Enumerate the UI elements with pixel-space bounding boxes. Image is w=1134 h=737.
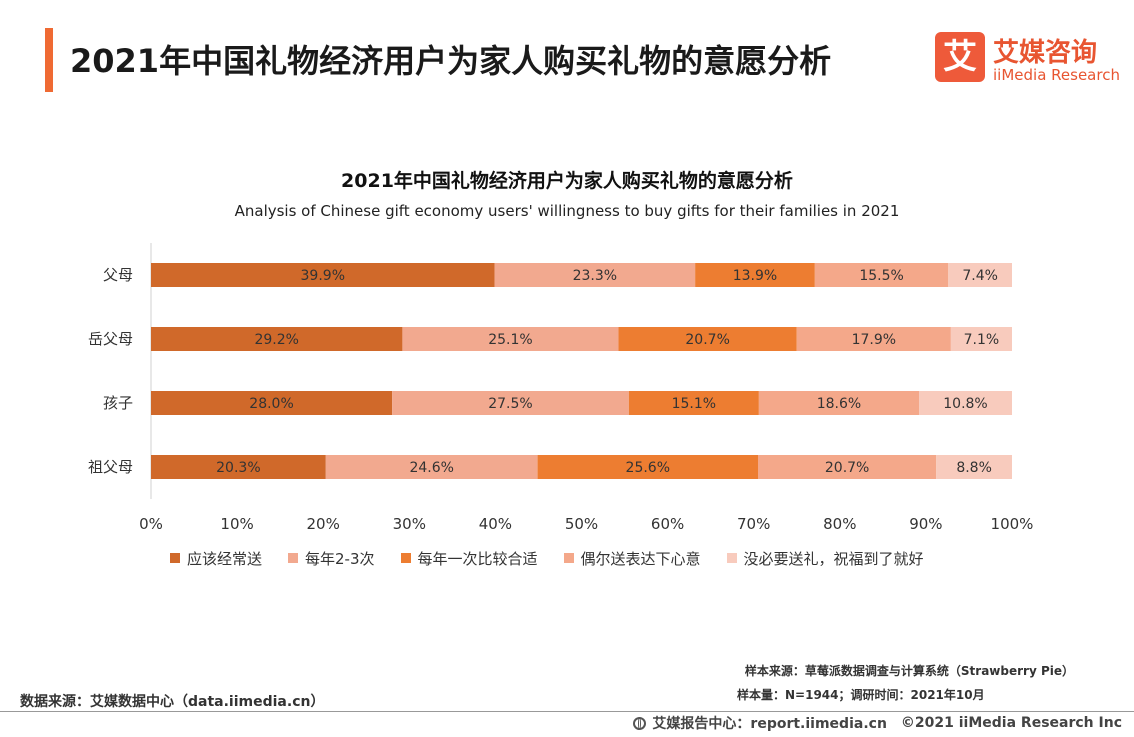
category-label: 孩子: [103, 394, 133, 412]
data-label: 20.3%: [216, 460, 260, 476]
bar-segment: [392, 391, 629, 415]
data-label: 20.7%: [685, 332, 729, 348]
bar-segment: [758, 455, 937, 479]
legend-label: 每年一次比较合适: [417, 549, 538, 568]
data-label: 20.7%: [825, 460, 869, 476]
page-title: 2021年中国礼物经济用户为家人购买礼物的意愿分析: [70, 42, 832, 80]
bar-segment: [695, 263, 815, 287]
iimedia-logo: 艾 艾媒咨询 iiMedia Research: [935, 30, 1120, 86]
bar-segment: [950, 327, 1012, 351]
report-center-link[interactable]: 艾媒报告中心：report.iimedia.cn: [652, 716, 887, 732]
legend-swatch: [726, 553, 737, 563]
x-tick-label: 10%: [220, 515, 253, 533]
data-label: 15.5%: [859, 268, 903, 284]
legend-label: 没必要送礼，祝福到了就好: [743, 549, 924, 568]
bar-segment: [494, 263, 696, 287]
globe-icon: [633, 716, 647, 730]
legend-swatch: [563, 553, 574, 563]
category-label: 岳父母: [88, 330, 133, 348]
bar-segment: [628, 391, 759, 415]
legend-label: 应该经常送: [187, 549, 263, 568]
x-tick-label: 70%: [737, 515, 770, 533]
bar-segment: [151, 455, 326, 479]
footer-bar: 艾媒报告中心：report.iimedia.cn ©2021 iiMedia R…: [633, 713, 1122, 733]
chart-subtitle: Analysis of Chinese gift economy users' …: [234, 202, 900, 220]
bar-segment: [796, 327, 951, 351]
bar-segment: [618, 327, 797, 351]
bar-segment: [936, 455, 1012, 479]
legend-swatch: [400, 553, 411, 563]
data-label: 24.6%: [409, 460, 453, 476]
data-label: 7.4%: [962, 268, 998, 284]
bar-segment: [814, 263, 949, 287]
bar-segment: [325, 455, 538, 479]
data-label: 7.1%: [964, 332, 1000, 348]
data-label: 25.6%: [626, 460, 670, 476]
footer-divider: [0, 711, 1134, 712]
legend-label: 偶尔送表达下心意: [580, 549, 701, 568]
legend-item: 没必要送礼，祝福到了就好: [726, 548, 924, 569]
data-label: 18.6%: [817, 396, 861, 412]
data-label: 28.0%: [249, 396, 293, 412]
x-tick-label: 50%: [565, 515, 598, 533]
x-tick-label: 100%: [991, 515, 1034, 533]
logo-text-cn: 艾媒咨询: [993, 38, 1098, 68]
data-label: 23.3%: [573, 268, 617, 284]
bar-segment: [151, 263, 495, 287]
bar-segment: [151, 327, 403, 351]
bar-segment: [919, 391, 1012, 415]
bar-segment: [402, 327, 619, 351]
x-tick-label: 60%: [651, 515, 684, 533]
data-label: 17.9%: [852, 332, 896, 348]
legend-label: 每年2-3次: [305, 549, 375, 568]
x-tick-label: 40%: [479, 515, 512, 533]
data-label: 27.5%: [488, 396, 532, 412]
data-label: 39.9%: [301, 268, 345, 284]
data-label: 8.8%: [956, 460, 992, 476]
sample-size: 样本量：N=1944；调研时间：2021年10月: [737, 688, 985, 702]
x-tick-label: 0%: [139, 515, 163, 533]
category-label: 祖父母: [88, 458, 133, 476]
x-tick-label: 80%: [823, 515, 856, 533]
chart-title: 2021年中国礼物经济用户为家人购买礼物的意愿分析: [341, 170, 793, 192]
data-label: 29.2%: [254, 332, 298, 348]
legend-item: 每年一次比较合适: [400, 548, 538, 569]
bar-segment: [537, 455, 759, 479]
bar-segment: [948, 263, 1012, 287]
legend-swatch: [170, 553, 180, 563]
data-label: 13.9%: [733, 268, 777, 284]
data-label: 25.1%: [488, 332, 532, 348]
bar-segment: [151, 391, 393, 415]
chart-legend: 应该经常送 每年2-3次 每年一次比较合适 偶尔送表达下心意 没必要送礼，祝福到了就好: [170, 548, 950, 568]
legend-item: 应该经常送: [170, 548, 262, 569]
logo-text-en: iiMedia Research: [993, 66, 1120, 84]
header-accent-bar: [45, 28, 53, 92]
data-label: 10.8%: [943, 396, 987, 412]
legend-item: 每年2-3次: [288, 548, 375, 569]
legend-item: 偶尔送表达下心意: [563, 548, 701, 569]
data-source: 数据来源：艾媒数据中心（data.iimedia.cn）: [20, 694, 325, 710]
x-tick-label: 20%: [307, 515, 340, 533]
bar-segment: [758, 391, 920, 415]
data-label: 15.1%: [672, 396, 716, 412]
copyright: ©2021 iiMedia Research Inc: [900, 715, 1122, 731]
x-tick-label: 90%: [909, 515, 942, 533]
sample-source: 样本来源：草莓派数据调查与计算系统（Strawberry Pie）: [744, 664, 1074, 678]
category-label: 父母: [103, 266, 133, 284]
logo-mark-icon: 艾: [935, 32, 985, 82]
x-tick-label: 30%: [393, 515, 426, 533]
legend-swatch: [288, 553, 299, 563]
